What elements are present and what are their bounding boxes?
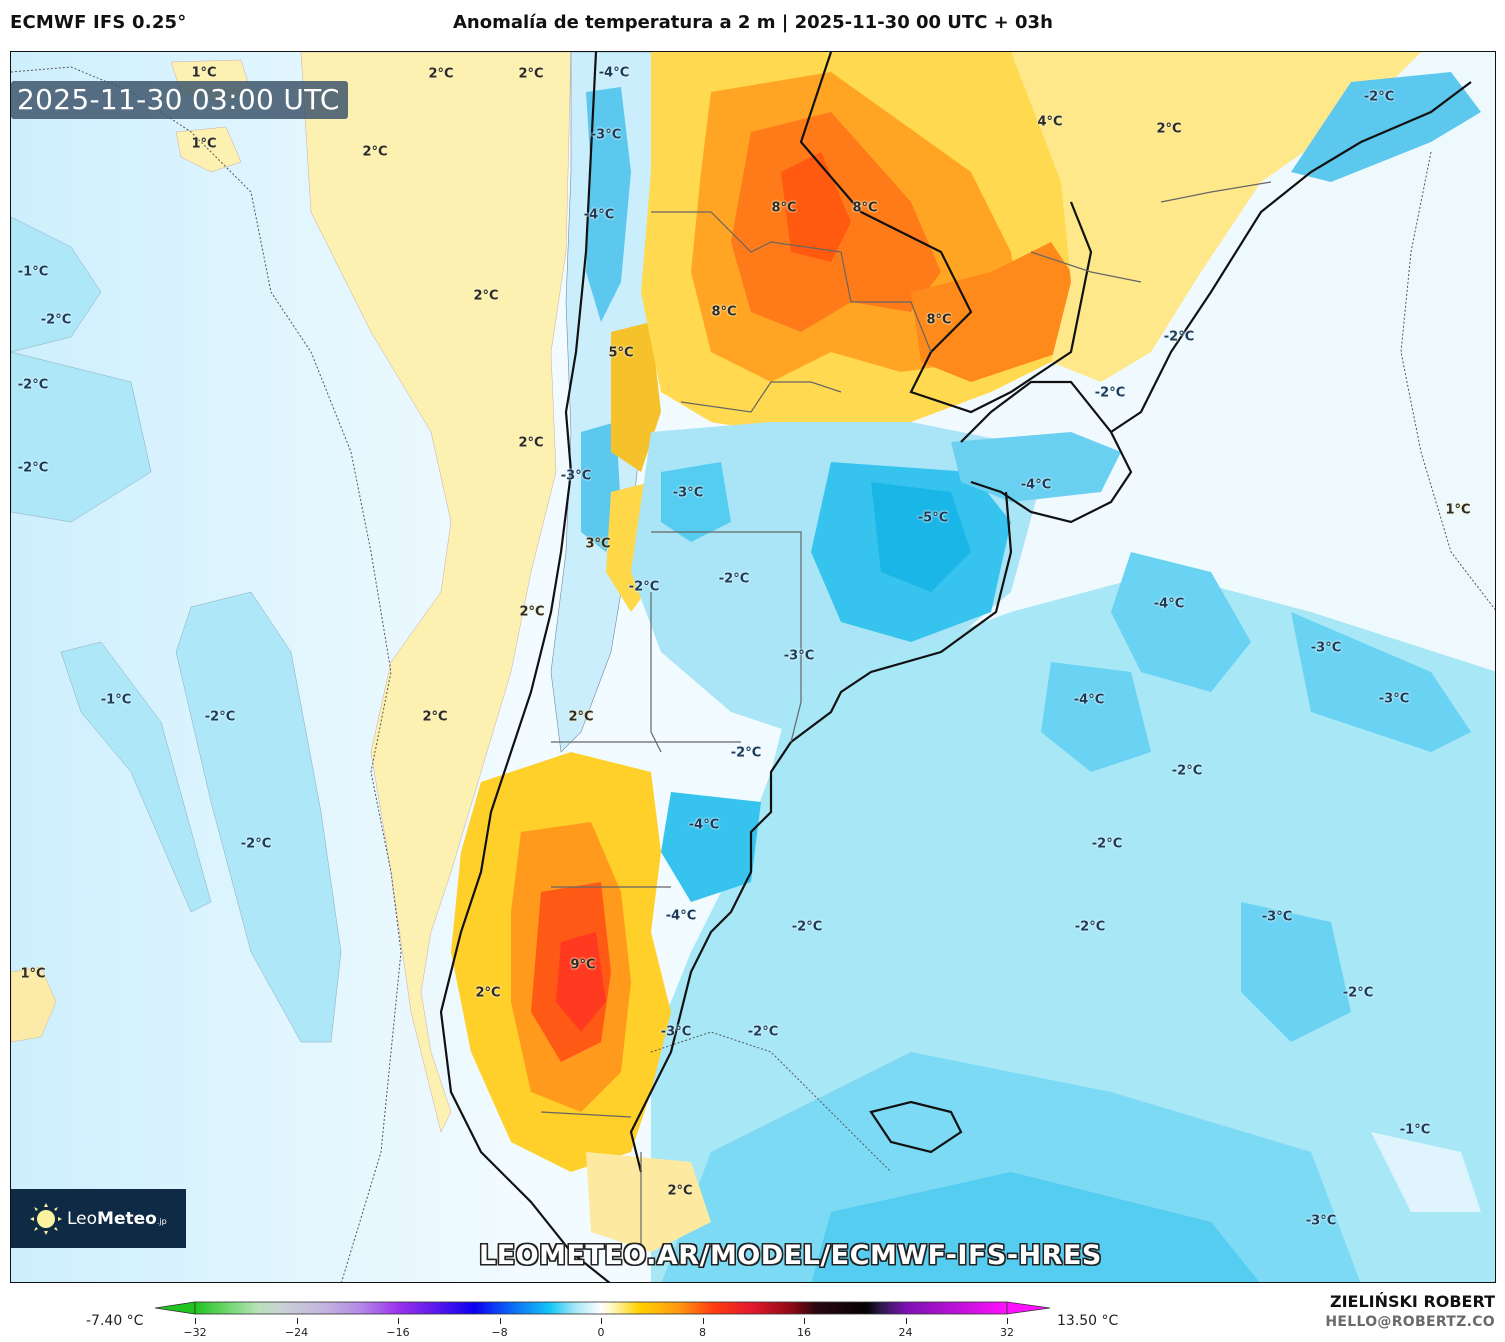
author-credit: ZIELIŃSKI ROBERT xyxy=(1329,1292,1495,1311)
contour-label: -3°C xyxy=(1305,1213,1337,1229)
colorbar-tick-label: −32 xyxy=(183,1326,207,1339)
contour-label: -3°C xyxy=(1310,640,1342,656)
contour-label: -2°C xyxy=(747,1024,779,1040)
colorbar-tick xyxy=(702,1318,704,1324)
contour-label: 2°C xyxy=(568,709,594,725)
contour-label: -4°C xyxy=(1153,596,1185,612)
colorbar-tick-label: 24 xyxy=(898,1326,913,1339)
contour-label: 3°C xyxy=(585,536,611,552)
contour-label: -4°C xyxy=(688,817,720,833)
contour-label: 2°C xyxy=(1156,121,1182,137)
colorbar-tick xyxy=(804,1318,805,1324)
contour-label: -2°C xyxy=(718,571,750,587)
model-name: ECMWF IFS 0.25° xyxy=(10,12,187,33)
contour-label: -3°C xyxy=(783,648,815,664)
contour-label: 1°C xyxy=(191,136,217,152)
contour-label: -1°C xyxy=(1399,1122,1431,1138)
contour-label: -4°C xyxy=(583,207,615,223)
contour-label: -4°C xyxy=(1020,477,1052,493)
contour-label: -3°C xyxy=(672,485,704,501)
contour-label: -1°C xyxy=(100,692,132,708)
contour-label: -2°C xyxy=(17,460,49,476)
contour-label: -2°C xyxy=(1342,985,1374,1001)
colorbar-tick-label: −24 xyxy=(284,1326,309,1339)
contour-label: 5°C xyxy=(608,345,634,361)
valid-time-badge: 2025-11-30 03:00 UTC xyxy=(11,81,348,119)
contour-label: 1°C xyxy=(191,65,217,81)
contour-label: 2°C xyxy=(428,66,454,82)
contour-label: 2°C xyxy=(667,1183,693,1199)
colorbar-tick-label: 16 xyxy=(797,1326,811,1339)
colorbar-tick-label: 32 xyxy=(1000,1326,1014,1339)
contour-label: -2°C xyxy=(628,579,660,595)
colorbar-tick-label: −8 xyxy=(491,1326,508,1339)
colorbar-tick xyxy=(1007,1318,1008,1324)
province-borders xyxy=(540,181,1272,1252)
contour-label: -1°C xyxy=(17,264,49,280)
colorbar-tick xyxy=(195,1318,196,1324)
contour-label: -2°C xyxy=(730,745,762,761)
contour-label: 4°C xyxy=(1037,114,1063,130)
colorbar-tick-label: −16 xyxy=(386,1326,410,1339)
colorbar-tick xyxy=(398,1318,399,1324)
contour-label: -4°C xyxy=(1073,692,1105,708)
contour-label: 2°C xyxy=(518,435,544,451)
contour-label: -4°C xyxy=(598,65,630,81)
contour-label: 2°C xyxy=(475,985,501,1001)
contour-label: 2°C xyxy=(473,288,499,304)
contour-label: -2°C xyxy=(17,377,49,393)
contour-label: -3°C xyxy=(560,468,592,484)
colorbar-tick xyxy=(499,1318,501,1324)
colorbar-min-label: -7.40 °C xyxy=(86,1313,144,1329)
contour-label: -2°C xyxy=(1163,329,1195,345)
contour-label: -2°C xyxy=(240,836,272,852)
contour-label: -2°C xyxy=(1094,385,1126,401)
contour-label: 8°C xyxy=(852,200,878,216)
warm-anomaly-pacific xyxy=(300,52,572,1133)
author-email[interactable]: HELLO@ROBERTZ.CO xyxy=(1325,1314,1495,1330)
contour-label: -2°C xyxy=(791,919,823,935)
colorbar-tick xyxy=(905,1318,907,1324)
map-canvas xyxy=(11,52,1495,1282)
colorbar-ticks: −32 −24 −16 −8 0 8 16 24 32 xyxy=(0,1318,1505,1342)
colorbar xyxy=(154,1300,1055,1316)
contour-label: -3°C xyxy=(1378,691,1410,707)
source-url-watermark: LEOMETEO.AR/MODEL/ECMWF-IFS-HRES xyxy=(479,1240,1102,1271)
contour-label: -3°C xyxy=(660,1024,692,1040)
contour-label: -5°C xyxy=(917,510,949,526)
contour-label: 9°C xyxy=(570,957,596,973)
contour-label: 1°C xyxy=(1445,502,1471,518)
contour-label: -3°C xyxy=(1261,909,1293,925)
contour-label: 2°C xyxy=(422,709,448,725)
temperature-anomaly-map: 2025-11-30 03:00 UTC 1°C 1°C 2°C 2°C 2°C 2°C 2… xyxy=(10,51,1496,1283)
contour-label: -2°C xyxy=(1171,763,1203,779)
chart-title: Anomalía de temperatura a 2 m | 2025-11-… xyxy=(453,12,1053,33)
colorbar-tick-label: 8 xyxy=(699,1326,706,1339)
colorbar-tick xyxy=(601,1318,602,1324)
contour-label: -2°C xyxy=(1091,836,1123,852)
contour-label: 8°C xyxy=(771,200,797,216)
contour-label: 2°C xyxy=(518,66,544,82)
contour-label: 1°C xyxy=(20,966,46,982)
contour-label: -4°C xyxy=(665,908,697,924)
contour-label: 8°C xyxy=(711,304,737,320)
colorbar-tick xyxy=(296,1318,298,1324)
contour-label: -2°C xyxy=(204,709,236,725)
contour-label: -3°C xyxy=(590,127,622,143)
leometeo-logo[interactable]: LeoMeteo.jp xyxy=(11,1189,186,1248)
contour-label: -2°C xyxy=(1363,89,1395,105)
colorbar-max-label: 13.50 °C xyxy=(1057,1313,1119,1329)
contour-label: 8°C xyxy=(926,312,952,328)
logo-text: LeoMeteo.jp xyxy=(67,1208,167,1229)
contour-label: 2°C xyxy=(519,604,545,620)
contour-label: -2°C xyxy=(40,312,72,328)
sun-icon xyxy=(29,1202,63,1236)
contour-label: 2°C xyxy=(362,144,388,160)
colorbar-tick-label: 0 xyxy=(597,1326,605,1339)
coastlines xyxy=(439,52,1472,1282)
contour-label: -2°C xyxy=(1074,919,1106,935)
